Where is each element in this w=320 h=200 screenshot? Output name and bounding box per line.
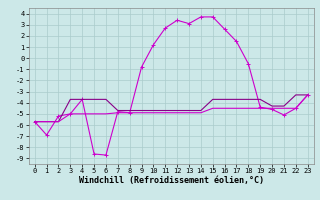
X-axis label: Windchill (Refroidissement éolien,°C): Windchill (Refroidissement éolien,°C) [79, 176, 264, 185]
